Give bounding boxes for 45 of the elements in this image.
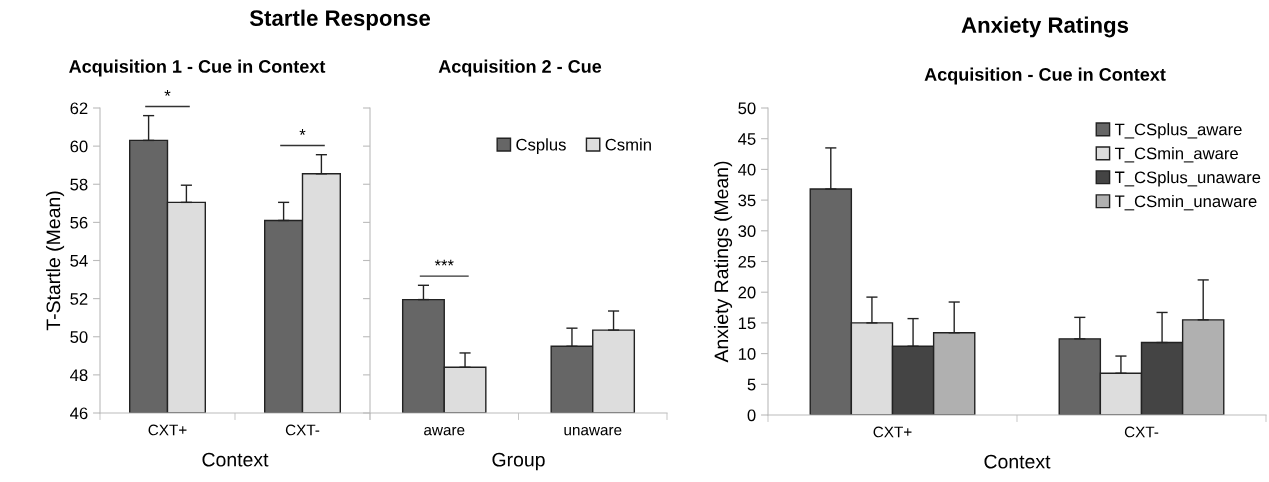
annotation: *** <box>434 259 454 266</box>
legend-label: T_CSplus_aware <box>1114 123 1242 139</box>
y-tick-label: 30 <box>738 225 756 237</box>
legend-label: T_CSplus_unaware <box>1114 171 1261 187</box>
chart-subtitle: Acquisition - Cue in Context <box>924 67 1166 85</box>
y-tick-label: 60 <box>70 140 88 153</box>
y-tick-label: 45 <box>738 133 756 145</box>
y-tick-label: 54 <box>70 255 88 267</box>
x-tick-label: unaware <box>564 426 622 436</box>
text: * <box>164 90 171 96</box>
x-axis-title: Context <box>984 454 1051 469</box>
y-tick-label: 56 <box>70 216 88 229</box>
y-tick-label: 0 <box>747 409 756 422</box>
y-tick-label: 20 <box>738 286 756 299</box>
x-axis-title: Context <box>202 452 269 467</box>
y-axis-title: Anxiety Ratings (Mean) <box>713 161 733 363</box>
y-tick-label: 25 <box>738 255 756 268</box>
y-tick-label: 58 <box>70 178 88 191</box>
x-axis-title: Group <box>492 452 545 471</box>
y-tick-label: 15 <box>738 317 756 330</box>
x-tick-label: aware <box>424 426 465 436</box>
legend-label: Csmin <box>605 138 651 151</box>
annotation: * <box>299 129 306 135</box>
y-tick-label: 62 <box>70 102 88 115</box>
legend-label: T_CSmin_aware <box>1114 147 1238 163</box>
chart-subtitle: Acquisition 1 - Cue in Context <box>69 59 326 77</box>
y-tick-label: 50 <box>70 331 88 343</box>
y-tick-label: 46 <box>70 407 88 420</box>
y-tick-label: 52 <box>70 293 88 305</box>
legend-label: Csplus <box>516 138 566 154</box>
x-tick-label: CXT- <box>1124 426 1159 438</box>
x-tick-label: CXT- <box>285 424 320 436</box>
legend-label: T_CSmin_unaware <box>1114 194 1257 211</box>
y-tick-label: 50 <box>738 102 756 115</box>
chart-title: Acquisition 2 - Cue <box>438 59 602 77</box>
x-tick-label: CXT+ <box>148 424 187 436</box>
y-tick-label: 5 <box>747 378 756 391</box>
chart-title: Anxiety Ratings <box>961 16 1129 38</box>
chart-title: Startle Response <box>249 9 431 31</box>
x-tick-label: CXT+ <box>873 426 912 438</box>
y-tick-label: 40 <box>738 163 756 176</box>
y-tick-label: 48 <box>70 369 88 382</box>
y-axis-title: T-Startle (Mean) <box>45 191 65 331</box>
y-tick-label: 35 <box>738 194 756 207</box>
y-tick-label: 10 <box>738 348 756 360</box>
